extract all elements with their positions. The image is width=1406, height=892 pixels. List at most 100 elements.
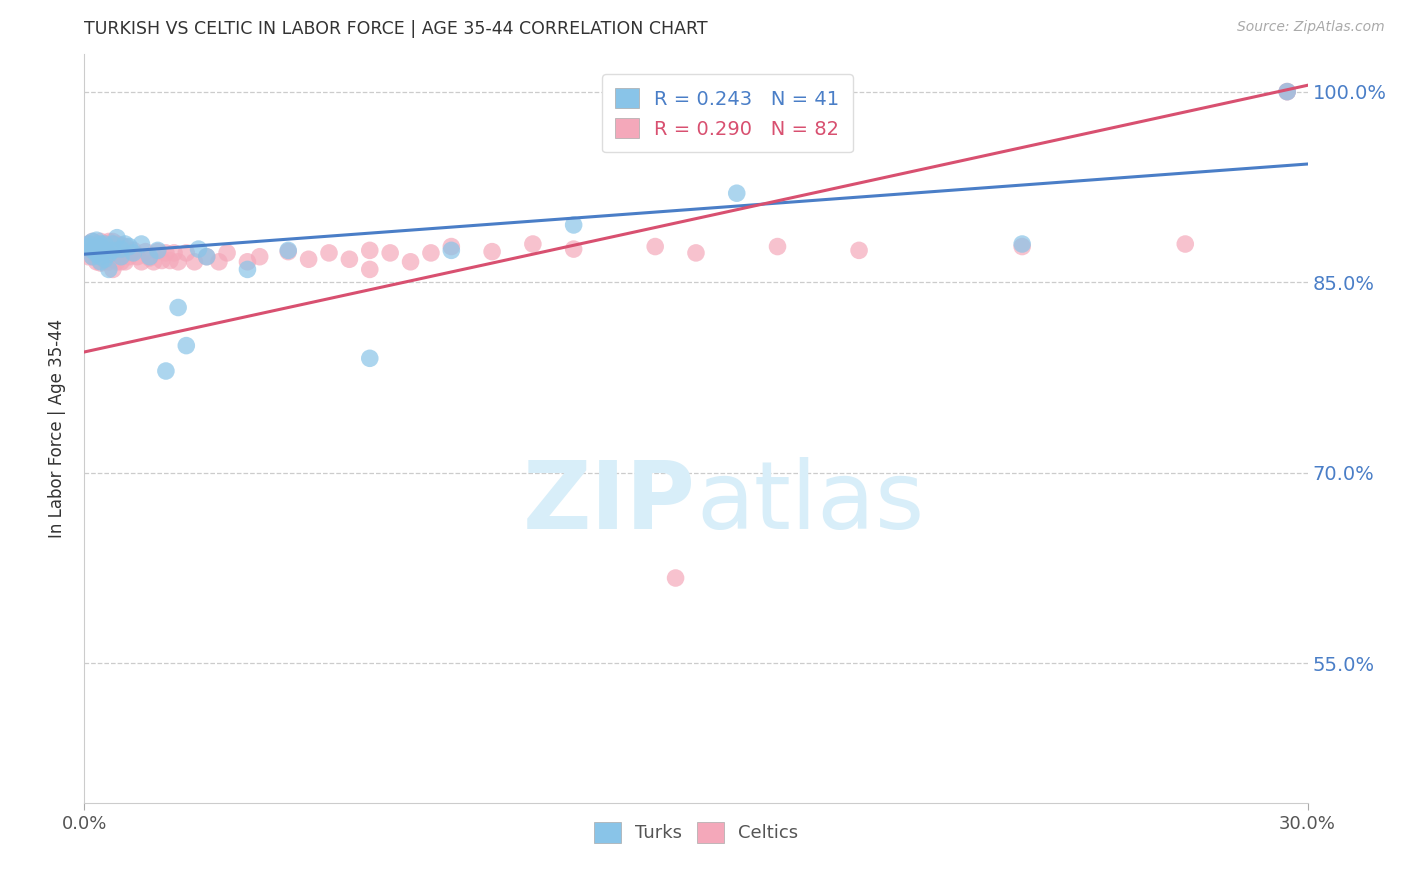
Point (118, 250, 141, 264)
Point (110, 250, 132, 264)
Point (114, 254, 136, 268)
Point (187, 242, 209, 256)
Point (86, 247, 108, 261)
Point (359, 244, 381, 258)
Point (90, 254, 112, 268)
Legend: Turks, Celtics: Turks, Celtics (586, 814, 806, 850)
Point (97, 244, 120, 258)
Text: Source: ZipAtlas.com: Source: ZipAtlas.com (1237, 20, 1385, 34)
Point (208, 254, 231, 268)
Point (298, 252, 321, 267)
Point (105, 237, 128, 252)
Text: atlas: atlas (696, 457, 924, 549)
Point (86, 237, 108, 252)
Point (105, 254, 128, 268)
Point (114, 239, 136, 253)
Point (127, 250, 149, 264)
Point (217, 246, 239, 260)
Point (101, 237, 124, 252)
Point (380, 246, 402, 260)
Point (138, 250, 160, 264)
Point (1277, 85, 1299, 99)
Point (86, 242, 108, 256)
Point (86, 250, 108, 264)
Point (90, 250, 112, 264)
Point (420, 246, 443, 260)
Point (101, 252, 124, 267)
Point (82, 250, 104, 264)
Point (1277, 85, 1299, 99)
Point (110, 254, 132, 268)
Point (110, 238, 132, 252)
Y-axis label: In Labor Force | Age 35-44: In Labor Force | Age 35-44 (48, 318, 66, 538)
Point (195, 250, 218, 264)
Point (481, 244, 503, 259)
Point (236, 262, 259, 277)
Point (725, 186, 748, 201)
Point (522, 237, 544, 252)
Point (110, 246, 132, 260)
Point (105, 230, 128, 244)
Point (105, 241, 128, 255)
Point (122, 244, 145, 258)
Point (82, 235, 104, 249)
Point (1277, 85, 1299, 99)
Text: ZIP: ZIP (523, 457, 696, 549)
Point (90, 237, 112, 252)
Point (90, 250, 112, 264)
Point (93, 242, 115, 256)
Point (82, 244, 104, 258)
Point (766, 239, 789, 253)
Point (101, 244, 124, 258)
Point (77, 237, 100, 252)
Point (90, 239, 112, 253)
Point (90, 242, 112, 256)
Point (86, 246, 108, 260)
Point (118, 239, 141, 253)
Point (359, 351, 381, 366)
Point (110, 242, 132, 256)
Point (665, 571, 688, 585)
Point (82, 235, 104, 249)
Point (183, 254, 205, 268)
Point (159, 253, 181, 268)
Point (101, 244, 124, 258)
Point (105, 246, 128, 260)
Point (97, 262, 120, 277)
Point (93, 252, 115, 267)
Point (90, 244, 112, 258)
Point (562, 218, 585, 232)
Point (97, 239, 120, 253)
Point (848, 244, 870, 258)
Point (146, 244, 169, 259)
Point (93, 244, 115, 258)
Point (138, 251, 160, 265)
Point (249, 250, 271, 264)
Point (77, 250, 100, 264)
Point (90, 235, 112, 249)
Point (644, 239, 666, 253)
Point (135, 244, 157, 259)
Point (318, 246, 340, 260)
Point (82, 242, 104, 256)
Point (440, 239, 463, 253)
Point (97, 235, 120, 249)
Point (146, 244, 169, 258)
Point (101, 262, 124, 277)
Point (277, 244, 299, 259)
Point (97, 254, 120, 268)
Point (93, 253, 115, 268)
Point (440, 244, 463, 258)
Point (685, 246, 707, 260)
Point (93, 237, 115, 252)
Point (131, 254, 153, 268)
Point (339, 252, 361, 267)
Point (150, 253, 173, 268)
Point (82, 244, 104, 258)
Point (155, 246, 177, 260)
Text: TURKISH VS CELTIC IN LABOR FORCE | AGE 35-44 CORRELATION CHART: TURKISH VS CELTIC IN LABOR FORCE | AGE 3… (84, 21, 709, 38)
Point (131, 237, 153, 252)
Point (122, 246, 145, 260)
Point (86, 239, 108, 253)
Point (359, 262, 381, 277)
